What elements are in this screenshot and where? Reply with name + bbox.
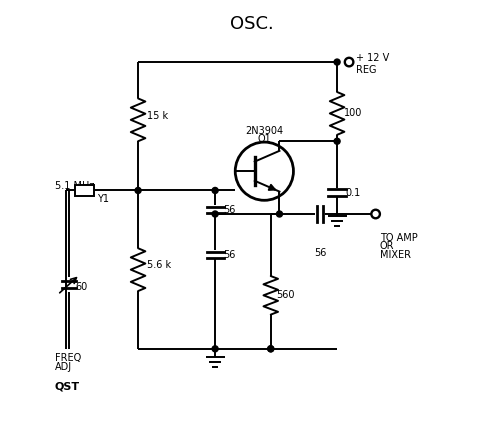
Text: 0.1: 0.1 <box>346 187 361 198</box>
Text: 2N3904: 2N3904 <box>245 125 283 136</box>
Text: QST: QST <box>55 382 80 392</box>
Text: 56: 56 <box>314 247 326 258</box>
Text: ADJ: ADJ <box>55 362 72 372</box>
Text: + 12 V: + 12 V <box>356 53 389 63</box>
Circle shape <box>212 187 218 193</box>
Circle shape <box>212 211 218 217</box>
Circle shape <box>268 346 274 352</box>
Text: 60: 60 <box>75 282 88 292</box>
Text: MIXER: MIXER <box>380 250 411 260</box>
Text: Q1: Q1 <box>258 134 271 144</box>
Text: 56: 56 <box>224 250 236 260</box>
Text: Y1: Y1 <box>97 194 109 204</box>
Text: 56: 56 <box>224 205 236 215</box>
Text: 100: 100 <box>344 108 362 119</box>
Circle shape <box>334 59 340 65</box>
Circle shape <box>135 187 141 193</box>
Text: TO AMP: TO AMP <box>380 232 417 243</box>
Circle shape <box>334 138 340 144</box>
Text: 560: 560 <box>276 290 295 300</box>
Text: OR: OR <box>380 241 394 251</box>
Text: 5.1 MHz: 5.1 MHz <box>55 181 94 191</box>
Circle shape <box>268 346 274 352</box>
Text: 5.6 k: 5.6 k <box>147 260 171 270</box>
Text: 15 k: 15 k <box>147 110 168 121</box>
Text: REG: REG <box>356 65 376 75</box>
Bar <box>75 185 94 196</box>
Text: OSC.: OSC. <box>230 15 273 33</box>
Text: FREQ: FREQ <box>55 353 81 363</box>
Circle shape <box>212 346 218 352</box>
Circle shape <box>277 211 283 217</box>
